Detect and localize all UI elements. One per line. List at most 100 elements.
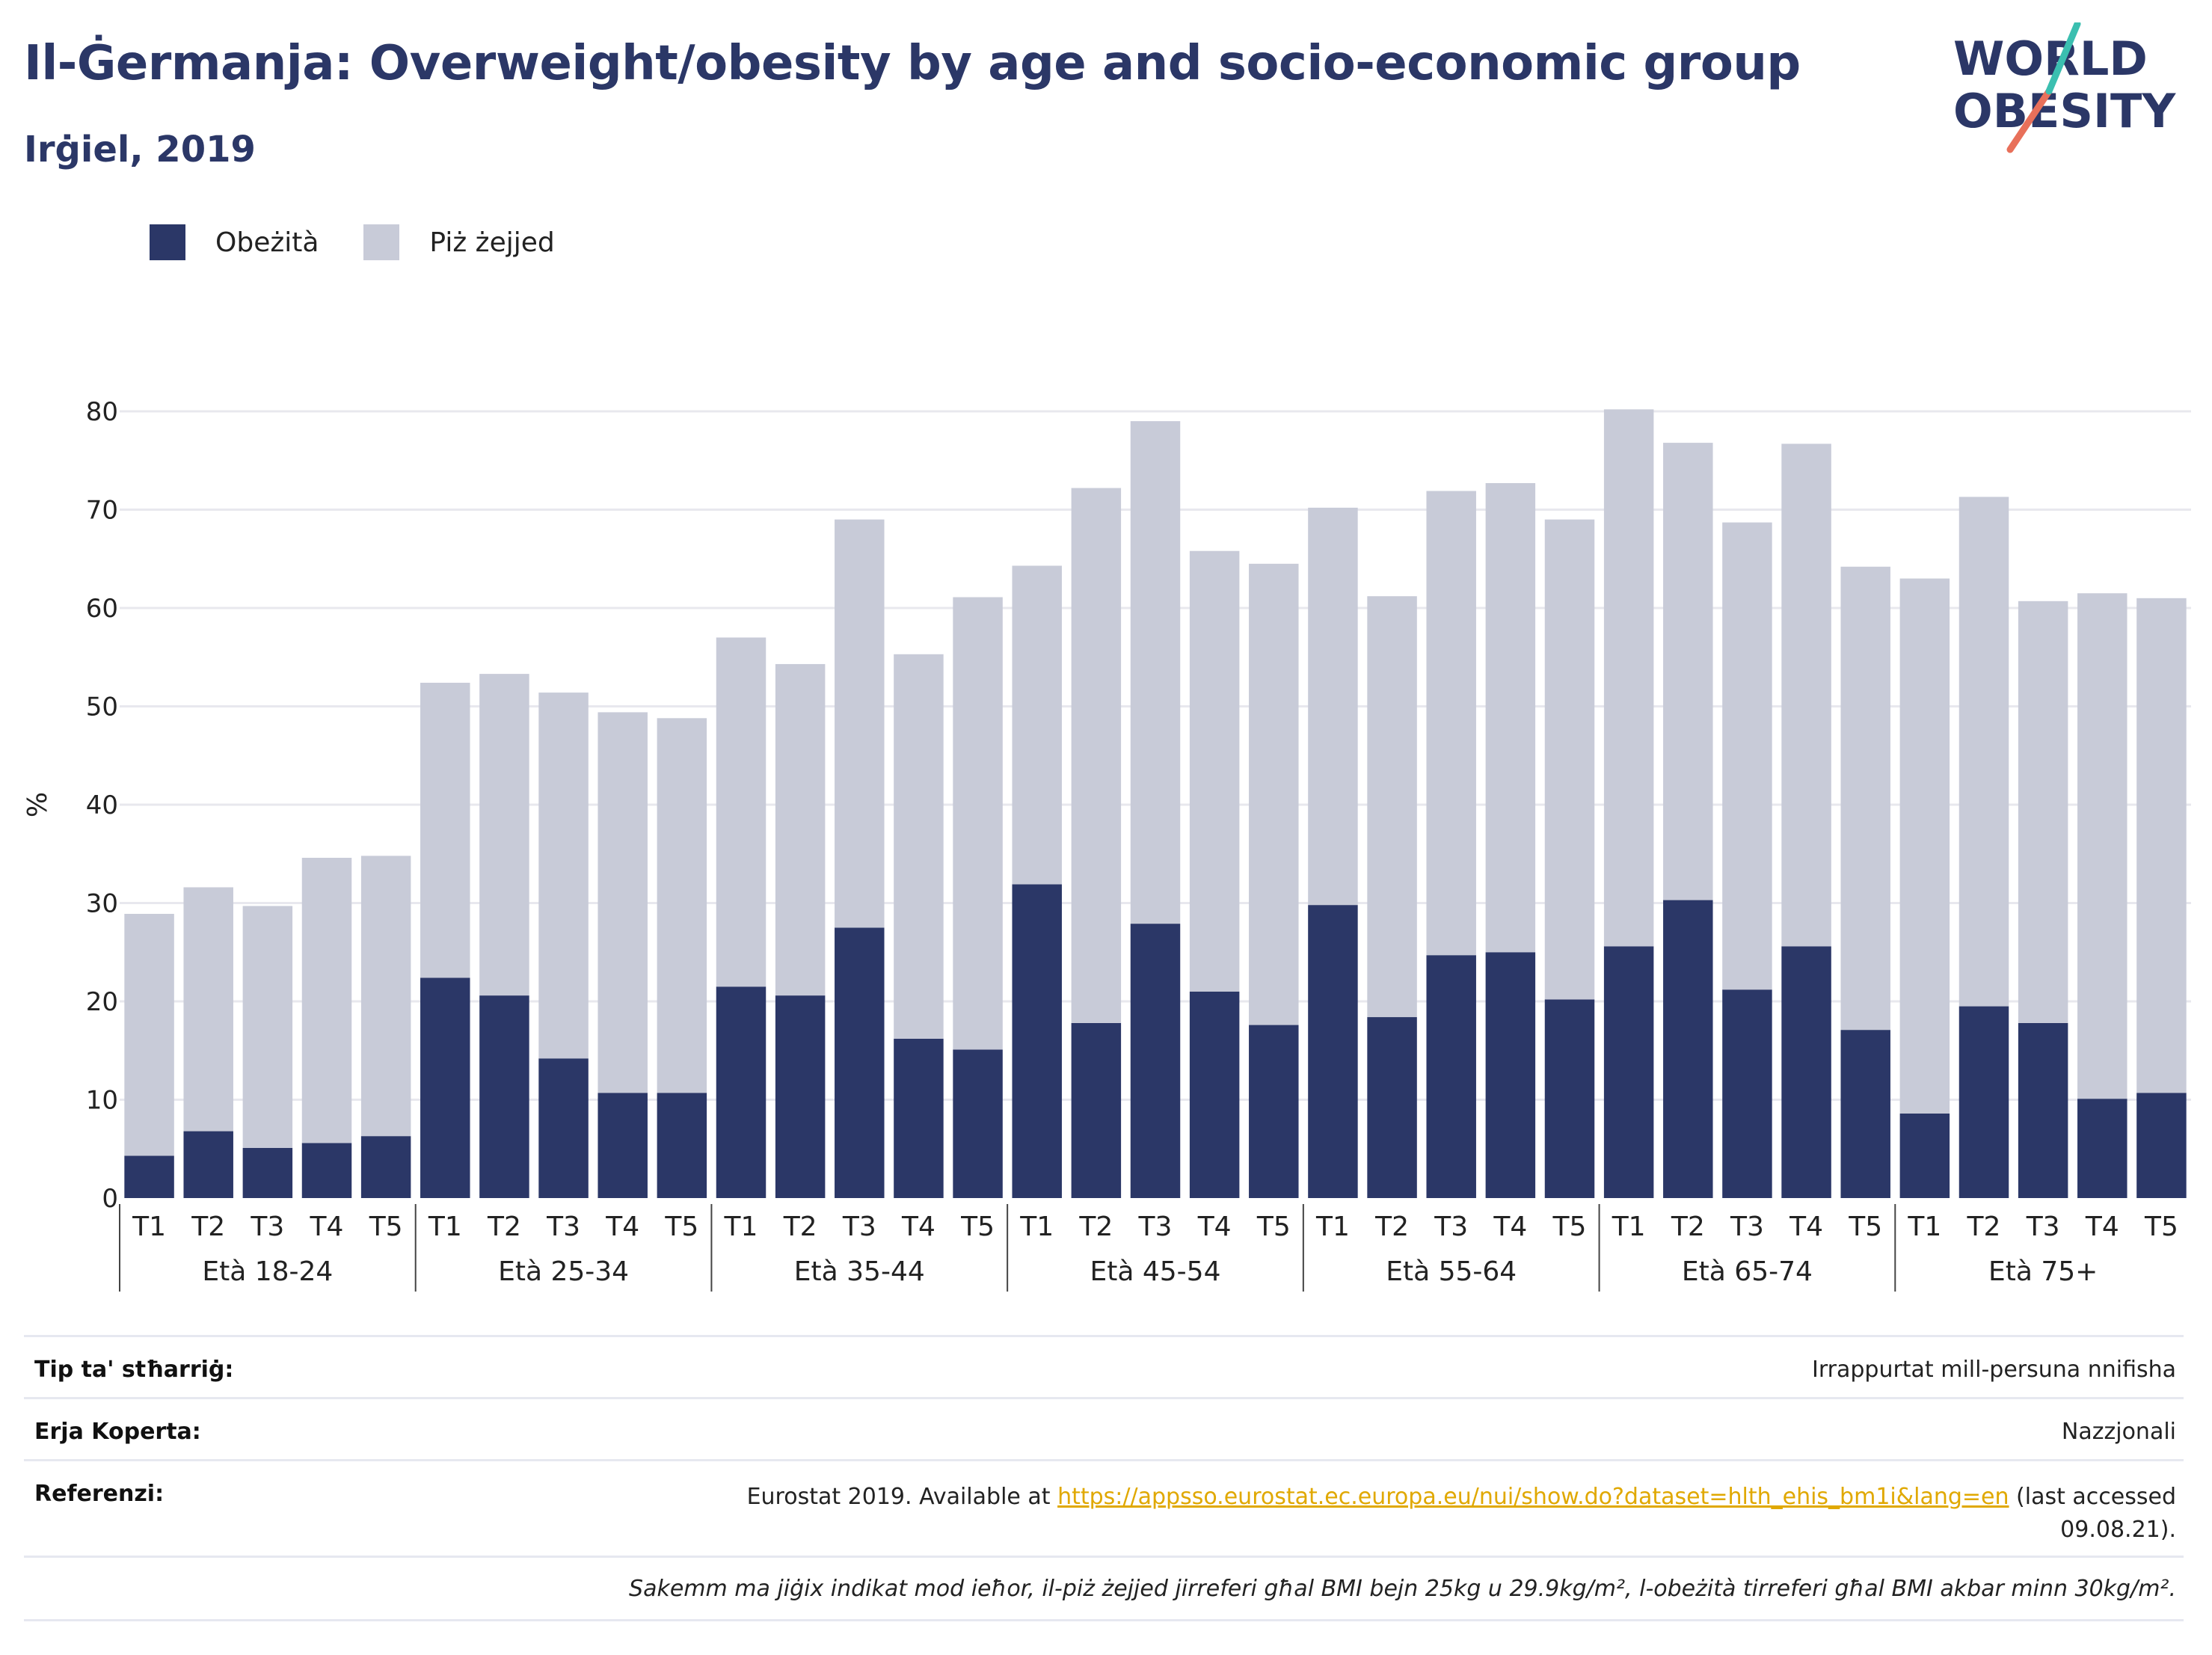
bar-obese bbox=[242, 1147, 293, 1198]
x-tick-label: T3 bbox=[842, 1212, 876, 1242]
survey-type-value: Irrappurtat mill-persuna nnifisha bbox=[1811, 1357, 2176, 1383]
bar-overweight bbox=[1249, 563, 1299, 1025]
x-tick-label: T2 bbox=[1078, 1212, 1113, 1242]
logo-line2: OBESITY bbox=[1953, 84, 2176, 138]
x-tick-label: T5 bbox=[2144, 1212, 2178, 1242]
x-tick-label: T4 bbox=[605, 1212, 639, 1242]
stacked-bar-chart: 0 10 20 30 40 50 60 70 80% T1 T2 T3 T4 T5 Età 18-24 T1 T… bbox=[22, 397, 2191, 1292]
references-suffix: (last accessed bbox=[2009, 1484, 2176, 1510]
footer-row-note: Sakemm ma jiġix indikat mod ieħor, il-pi… bbox=[24, 1556, 2184, 1621]
y-tick-label: 70 bbox=[86, 496, 118, 526]
bar-overweight bbox=[124, 913, 174, 1156]
bar-overweight bbox=[1130, 421, 1181, 924]
area-value: Nazzjonali bbox=[2061, 1419, 2176, 1445]
bar-overweight bbox=[775, 663, 826, 996]
group-label: Età 45-54 bbox=[1090, 1256, 1221, 1287]
bar-obese bbox=[1958, 1006, 2009, 1198]
x-tick-label: T2 bbox=[1967, 1212, 2001, 1242]
bar-overweight bbox=[420, 682, 470, 978]
bar-overweight bbox=[1722, 522, 1772, 990]
y-tick-label: 80 bbox=[86, 397, 118, 427]
y-tick-label: 40 bbox=[86, 790, 118, 820]
x-tick-label: T1 bbox=[1019, 1212, 1054, 1242]
bar-overweight bbox=[1544, 519, 1595, 1000]
bar-obese bbox=[1544, 999, 1595, 1198]
bar-overweight bbox=[538, 693, 589, 1059]
x-tick-label: T4 bbox=[2085, 1212, 2119, 1242]
y-tick-label: 60 bbox=[86, 594, 118, 624]
bar-overweight bbox=[2136, 598, 2187, 1093]
x-tick-label: T3 bbox=[1434, 1212, 1468, 1242]
bar-obese bbox=[538, 1058, 589, 1198]
bar-overweight bbox=[2077, 593, 2127, 1099]
x-tick-label: T2 bbox=[1374, 1212, 1409, 1242]
bar-overweight bbox=[1308, 507, 1358, 906]
group-label: Età 35-44 bbox=[794, 1256, 925, 1287]
page-title: Il-Ġermanja: Overweight/obesity by age a… bbox=[24, 36, 1801, 91]
x-tick-label: T2 bbox=[1671, 1212, 1705, 1242]
definition-note: Sakemm ma jiġix indikat mod ieħor, il-pi… bbox=[629, 1576, 2176, 1602]
x-tick-label: T3 bbox=[250, 1212, 284, 1242]
bar-obese bbox=[420, 977, 470, 1198]
bar-overweight bbox=[1781, 443, 1831, 947]
y-tick-label: 50 bbox=[86, 693, 118, 722]
bar-obese bbox=[1663, 900, 1713, 1198]
references-label: Referenzi: bbox=[34, 1481, 165, 1507]
x-tick-label: T3 bbox=[546, 1212, 580, 1242]
bar-obese bbox=[597, 1093, 648, 1198]
references-link[interactable]: https://appsso.eurostat.ec.europa.eu/nui… bbox=[1057, 1484, 2009, 1510]
logo-slash-red bbox=[2006, 87, 2053, 153]
legend-label-obese: Obeżità bbox=[215, 227, 319, 258]
bar-obese bbox=[953, 1049, 1003, 1198]
bar-overweight bbox=[597, 712, 648, 1093]
bar-overweight bbox=[1899, 578, 1950, 1114]
bar-overweight bbox=[1603, 409, 1654, 947]
legend-item-obese: Obeżità bbox=[150, 224, 319, 260]
bar-obese bbox=[1485, 952, 1536, 1198]
bar-obese bbox=[2018, 1022, 2068, 1198]
page-subtitle: Irġiel, 2019 bbox=[24, 129, 256, 171]
bar-overweight bbox=[1012, 565, 1062, 885]
legend-swatch-obese bbox=[150, 224, 185, 260]
bar-overweight bbox=[242, 906, 293, 1148]
group-label: Età 75+ bbox=[1988, 1256, 2098, 1287]
bar-overweight bbox=[479, 674, 529, 996]
x-tick-label: T5 bbox=[960, 1212, 995, 1242]
group-label: Età 65-74 bbox=[1682, 1256, 1813, 1287]
x-tick-label: T4 bbox=[310, 1212, 344, 1242]
group-label: Età 18-24 bbox=[202, 1256, 333, 1287]
chart-legend: Obeżità Piż żejjed bbox=[150, 224, 600, 260]
bar-overweight bbox=[657, 718, 707, 1093]
bar-overweight bbox=[1485, 482, 1536, 953]
x-tick-label: T1 bbox=[428, 1212, 462, 1242]
x-tick-label: T3 bbox=[1138, 1212, 1173, 1242]
x-tick-label: T5 bbox=[664, 1212, 698, 1242]
x-tick-label: T2 bbox=[783, 1212, 817, 1242]
group-label: Età 55-64 bbox=[1386, 1256, 1517, 1287]
bar-obese bbox=[1071, 1022, 1122, 1198]
x-tick-label: T3 bbox=[2026, 1212, 2060, 1242]
footer-row-references: Referenzi: Eurostat 2019. Available at h… bbox=[24, 1459, 2184, 1556]
bar-obese bbox=[775, 995, 826, 1198]
bar-obese bbox=[124, 1155, 174, 1198]
bar-obese bbox=[1426, 955, 1476, 1198]
bar-overweight bbox=[1189, 550, 1240, 992]
x-tick-label: T1 bbox=[132, 1212, 166, 1242]
bar-obese bbox=[2077, 1099, 2127, 1198]
bar-overweight bbox=[183, 887, 233, 1132]
x-tick-label: T5 bbox=[1552, 1212, 1587, 1242]
logo-slash-teal bbox=[2045, 22, 2081, 95]
x-tick-label: T5 bbox=[1848, 1212, 1882, 1242]
group-label: Età 25-34 bbox=[498, 1256, 629, 1287]
bar-obese bbox=[479, 995, 529, 1198]
references-date: 09.08.21). bbox=[2060, 1517, 2176, 1543]
x-tick-label: T1 bbox=[724, 1212, 758, 1242]
footer-row-area: Erja Koperta: Nazzjonali bbox=[24, 1397, 2184, 1459]
bar-overweight bbox=[1426, 491, 1476, 956]
bar-overweight bbox=[301, 858, 352, 1143]
bar-obese bbox=[301, 1143, 352, 1198]
x-tick-label: T4 bbox=[901, 1212, 936, 1242]
references-prefix: Eurostat 2019. Available at bbox=[746, 1484, 1058, 1510]
survey-type-label: Tip ta' stħarriġ: bbox=[34, 1357, 234, 1383]
legend-label-overweight: Piż żejjed bbox=[429, 227, 555, 258]
